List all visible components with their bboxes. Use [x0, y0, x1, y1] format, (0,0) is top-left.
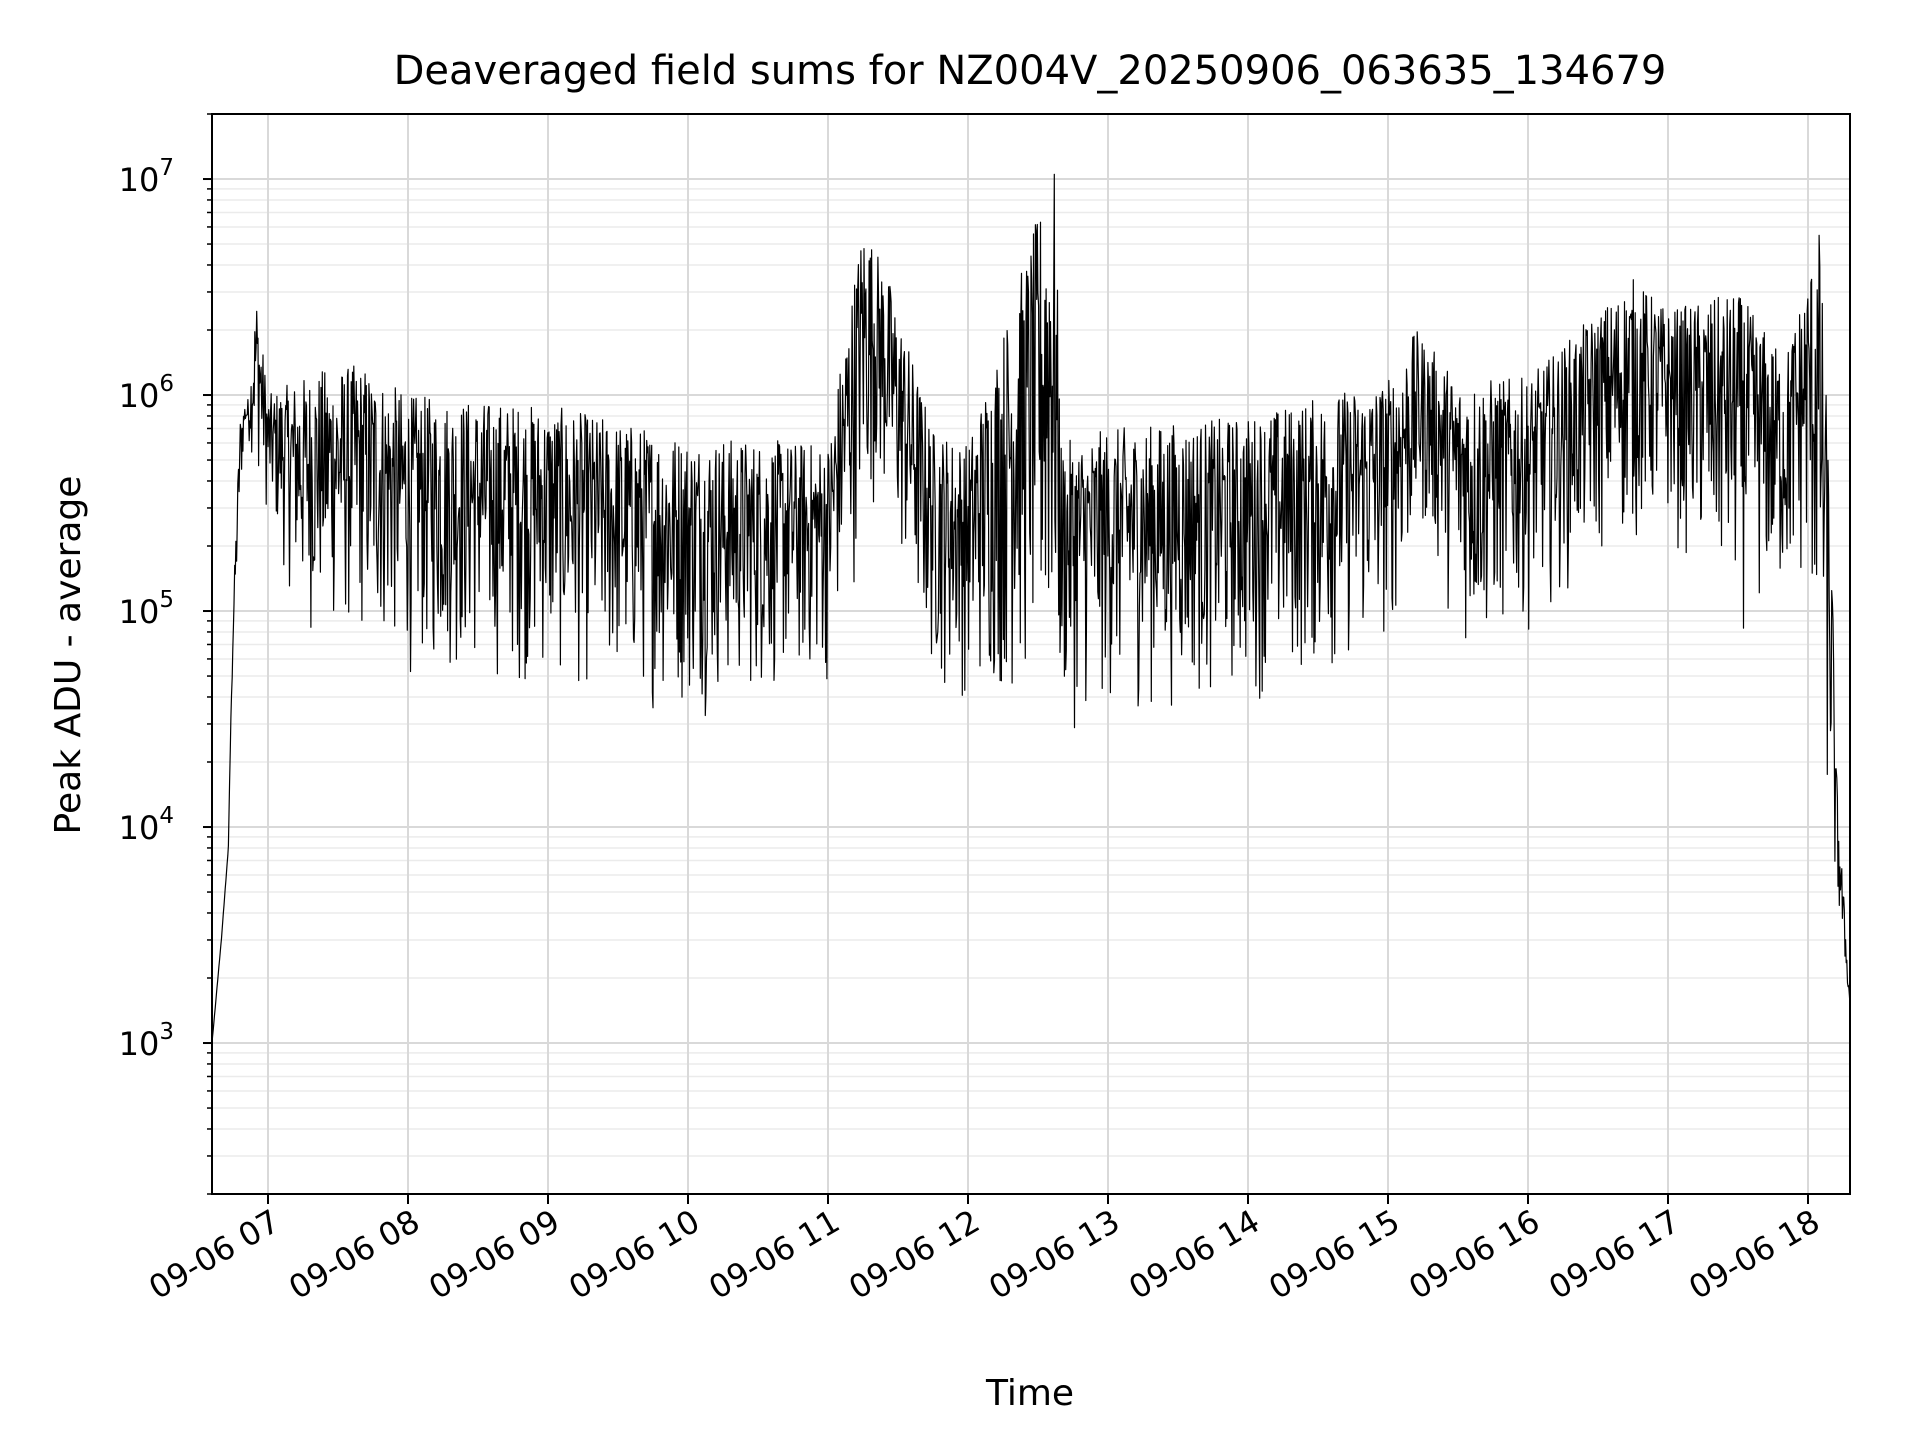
y-tick-label-exponent: 5	[159, 587, 174, 613]
y-tick-label-base: 10	[119, 377, 160, 415]
grid-lines	[212, 113, 1850, 1195]
y-tick-label: 105	[119, 587, 174, 631]
x-axis-label: Time	[985, 1373, 1074, 1414]
chart-title: Deaveraged field sums for NZ004V_2025090…	[394, 48, 1667, 94]
y-tick-label-base: 10	[119, 809, 160, 847]
y-tick-label: 107	[119, 155, 174, 199]
y-tick-label-exponent: 4	[159, 803, 174, 829]
y-tick-label-base: 10	[119, 161, 160, 199]
y-tick-label: 104	[119, 803, 174, 847]
y-tick-label-base: 10	[119, 1025, 160, 1063]
series-line	[211, 173, 1851, 1044]
y-axis-label: Peak ADU - average	[48, 476, 89, 835]
y-tick-label-exponent: 7	[159, 155, 174, 181]
y-tick-label-exponent: 6	[159, 371, 174, 397]
y-tick-label: 103	[119, 1019, 174, 1063]
y-tick-label: 106	[119, 371, 174, 415]
plot-area	[211, 173, 1851, 1044]
y-tick-label-base: 10	[119, 593, 160, 631]
y-tick-label-exponent: 3	[159, 1019, 174, 1045]
axes-frame	[211, 113, 1851, 1195]
